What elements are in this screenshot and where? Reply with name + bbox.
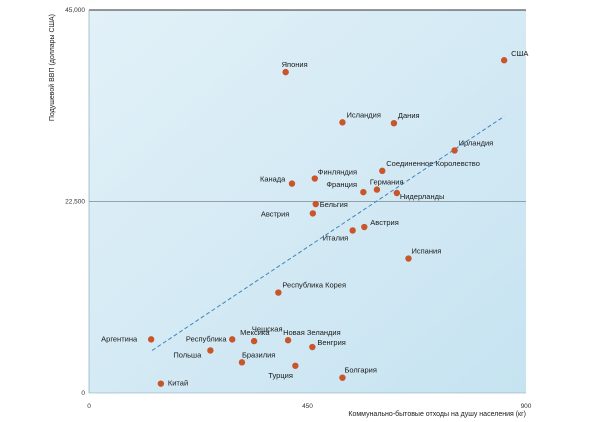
trend-line xyxy=(151,115,505,351)
data-point xyxy=(339,119,346,126)
point-label: Болгария xyxy=(344,366,376,375)
point-label: Германия xyxy=(370,178,404,187)
data-point xyxy=(238,359,246,366)
y-tick-label: 45,000 xyxy=(65,7,85,14)
x-tick-label: 900 xyxy=(521,403,532,410)
point-label: Республика Корея xyxy=(282,281,346,290)
data-point xyxy=(379,167,386,175)
y-axis-title: Подушевой ВВП (доллары США) xyxy=(48,14,56,121)
data-point xyxy=(312,200,319,208)
point-label: Австрия xyxy=(370,218,399,227)
point-label: Соединенное Королевство xyxy=(386,159,480,168)
point-label: Италия xyxy=(323,233,349,242)
point-label: Турция xyxy=(268,371,293,380)
data-point xyxy=(373,186,381,193)
point-label: Китай xyxy=(168,379,188,388)
axis-ticks: 0 22,500 45,000 0 450 900 xyxy=(65,7,532,410)
data-point xyxy=(157,380,165,387)
point-label: Чешская Республика xyxy=(186,324,283,343)
data-point xyxy=(282,68,289,76)
point-label: Аргентина xyxy=(101,334,138,343)
data-point xyxy=(288,180,296,187)
data-point xyxy=(361,223,368,231)
data-point xyxy=(360,188,367,196)
data-point xyxy=(349,227,356,234)
data-point xyxy=(292,362,299,369)
point-label: Австрия xyxy=(261,209,290,218)
data-point xyxy=(207,347,214,354)
data-point xyxy=(250,337,258,345)
point-label: Канада xyxy=(260,175,286,184)
point-label: Испания xyxy=(411,247,441,256)
data-point xyxy=(147,336,155,343)
point-label: Бразилия xyxy=(242,350,275,359)
data-point xyxy=(275,289,282,296)
data-point xyxy=(309,343,316,351)
data-point xyxy=(500,57,508,64)
point-label: Япония xyxy=(282,60,308,69)
point-label: Исландия xyxy=(346,110,380,119)
data-point xyxy=(393,189,401,197)
point-label: Ирландия xyxy=(459,138,494,147)
y-tick-label: 22,500 xyxy=(65,199,85,206)
data-point xyxy=(229,336,236,343)
y-tick-label: 0 xyxy=(81,390,85,397)
x-tick-label: 0 xyxy=(87,403,91,410)
point-label: Нидерланды xyxy=(400,192,445,201)
point-label: Польша xyxy=(173,350,202,359)
data-point xyxy=(405,255,412,262)
point-label: Мексика xyxy=(240,328,270,337)
point-label: Венгрия xyxy=(317,338,345,347)
x-axis-title: Коммунально-бытовые отходы на душу насел… xyxy=(348,410,526,418)
data-point xyxy=(339,374,346,381)
data-point xyxy=(309,210,317,217)
data-point xyxy=(390,119,398,127)
data-point xyxy=(451,147,458,154)
data-point xyxy=(284,337,292,344)
point-label: США xyxy=(511,49,528,58)
data-points: США Япония Исландия Дания Ирландия Соединенно… xyxy=(101,49,528,387)
x-tick-label: 450 xyxy=(302,403,313,410)
point-label: Франция xyxy=(326,180,357,189)
point-label: Финляндия xyxy=(318,168,357,177)
point-label: Дания xyxy=(398,111,420,120)
point-label: Новая Зеландия xyxy=(283,328,341,337)
point-label: Бельгия xyxy=(320,200,348,209)
data-point xyxy=(311,175,318,182)
